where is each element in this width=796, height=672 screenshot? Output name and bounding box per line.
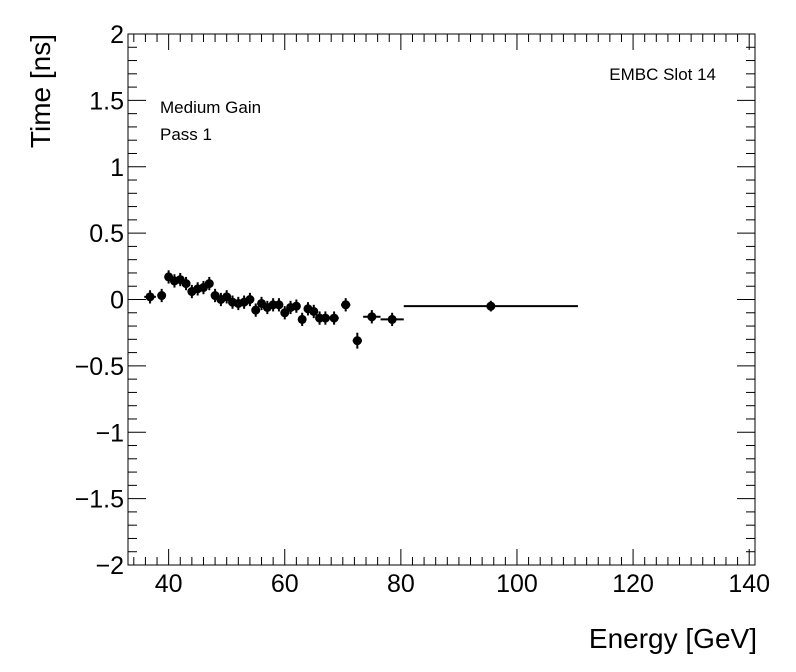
data-point	[403, 300, 578, 312]
point-marker	[157, 291, 167, 301]
point-marker	[245, 295, 255, 304]
y-axis-title: Time [ns]	[25, 34, 56, 148]
point-marker	[204, 279, 214, 289]
point-marker	[387, 314, 397, 324]
data-point	[181, 276, 191, 291]
y-tick-label: −0.5	[75, 353, 124, 381]
point-marker	[367, 312, 377, 322]
point-marker	[352, 336, 362, 346]
y-tick-label: 0	[110, 287, 124, 315]
y-tick-labels: 2 1.5 1 0.5 0 −0.5 −1 −1.5 −2	[75, 21, 124, 580]
data-point	[144, 290, 156, 304]
point-marker	[309, 306, 319, 316]
point-marker	[280, 308, 290, 318]
data-point	[309, 304, 319, 319]
data-point	[341, 298, 351, 312]
x-tick-label: 40	[155, 570, 183, 598]
point-marker	[297, 314, 307, 324]
pass-annotation: Pass 1	[160, 125, 212, 144]
y-tick-label: −1	[95, 419, 124, 447]
data-point	[204, 276, 214, 291]
data-point	[380, 312, 404, 327]
y-tick-label: −1.5	[75, 486, 124, 514]
point-marker	[222, 292, 232, 302]
y-tick-label: 0.5	[89, 220, 124, 248]
x-axis-title: Energy [GeV]	[589, 623, 757, 654]
gain-annotation: Medium Gain	[160, 98, 261, 117]
x-tick-label: 60	[271, 570, 299, 598]
y-tick-label: 2	[110, 21, 124, 49]
x-tick-label: 140	[728, 570, 770, 598]
point-marker	[329, 313, 339, 323]
data-point	[363, 310, 381, 324]
data-point	[274, 298, 284, 312]
x-tick-labels: 40 60 80 100 120 140	[155, 570, 770, 598]
point-marker	[145, 292, 155, 302]
data-point	[251, 303, 261, 317]
slot-annotation: EMBC Slot 14	[609, 65, 716, 84]
data-point	[352, 332, 362, 349]
data-point	[280, 306, 290, 320]
plot-frame	[127, 33, 756, 566]
y-tick-label: 1	[110, 154, 124, 182]
data-point	[222, 290, 232, 304]
x-tick-label: 80	[387, 570, 415, 598]
data-point	[157, 288, 167, 303]
data-point	[291, 299, 301, 313]
x-tick-label: 100	[496, 570, 538, 598]
point-marker	[181, 279, 191, 289]
point-marker	[274, 300, 284, 310]
point-marker	[486, 301, 496, 311]
data-point	[320, 311, 330, 325]
x-tick-label: 120	[612, 570, 654, 598]
y-tick-label: 1.5	[89, 87, 124, 115]
point-marker	[341, 300, 351, 310]
data-point	[329, 311, 339, 325]
point-marker	[251, 305, 261, 315]
y-tick-label: −2	[95, 552, 124, 580]
data-point	[297, 312, 307, 327]
data-points	[144, 270, 578, 349]
point-marker	[320, 313, 330, 323]
axis-ticks	[128, 33, 755, 566]
point-marker	[291, 301, 301, 311]
data-point	[245, 292, 255, 307]
